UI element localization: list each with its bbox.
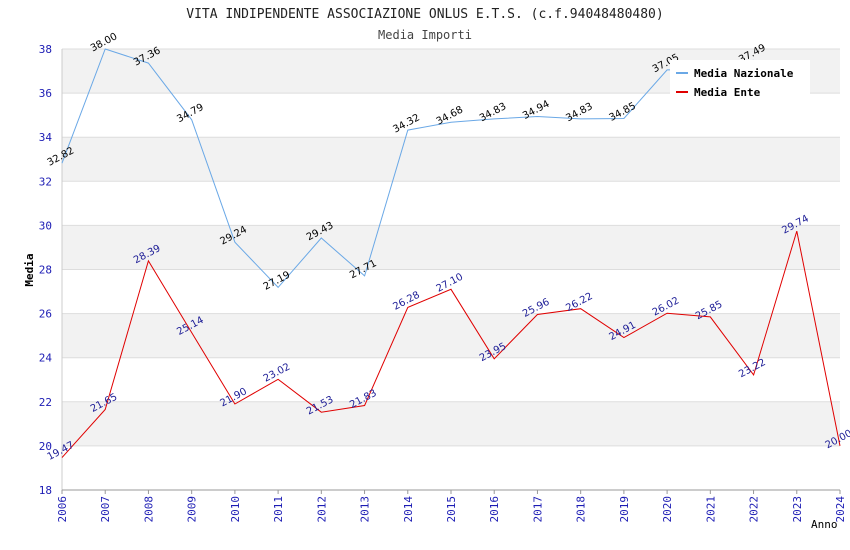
grid-band xyxy=(62,313,840,358)
x-tick-label: 2015 xyxy=(445,496,458,523)
x-tick-label: 2006 xyxy=(56,496,69,523)
data-label: 26.22 xyxy=(564,291,594,314)
x-tick-label: 2022 xyxy=(748,496,761,523)
y-tick-label: 24 xyxy=(39,352,53,365)
chart-subtitle: Media Importi xyxy=(378,28,472,42)
x-tick-label: 2020 xyxy=(661,496,674,523)
y-tick-label: 34 xyxy=(39,131,53,144)
data-label: 27.10 xyxy=(435,272,465,295)
y-tick-label: 18 xyxy=(39,484,52,497)
x-tick-label: 2007 xyxy=(99,496,112,523)
x-tick-label: 2019 xyxy=(618,496,631,523)
y-tick-label: 20 xyxy=(39,440,52,453)
data-label: 23.22 xyxy=(737,357,767,380)
series-line-1 xyxy=(61,230,841,458)
y-tick-label: 32 xyxy=(39,175,52,188)
grid-band xyxy=(62,225,840,270)
data-label: 34.32 xyxy=(391,112,421,135)
x-tick-label: 2016 xyxy=(488,496,501,523)
data-label: 34.83 xyxy=(478,101,508,124)
y-tick-label: 28 xyxy=(39,264,52,277)
y-tick-label: 36 xyxy=(39,87,52,100)
y-tick-label: 30 xyxy=(39,219,52,232)
legend-label: Media Nazionale xyxy=(694,67,794,80)
x-tick-label: 2018 xyxy=(575,496,588,523)
x-tick-label: 2023 xyxy=(791,496,804,523)
x-axis-label: Anno xyxy=(811,518,838,531)
data-label: 34.83 xyxy=(564,101,594,124)
x-tick-label: 2013 xyxy=(359,496,372,523)
grid-band xyxy=(62,401,840,446)
data-label: 23.02 xyxy=(262,362,292,385)
legend-box xyxy=(670,60,810,96)
x-tick-label: 2021 xyxy=(704,496,717,523)
x-tick-label: 2024 xyxy=(834,496,847,523)
chart-title: VITA INDIPENDENTE ASSOCIAZIONE ONLUS E.T… xyxy=(186,7,663,22)
y-tick-label: 22 xyxy=(39,396,52,409)
data-label: 27.19 xyxy=(262,270,292,293)
legend-label: Media Ente xyxy=(694,86,761,99)
data-label: 34.79 xyxy=(175,102,205,125)
x-tick-label: 2017 xyxy=(531,496,544,523)
x-tick-label: 2014 xyxy=(402,496,415,523)
x-tick-label: 2009 xyxy=(186,496,199,523)
data-label: 34.85 xyxy=(607,101,637,124)
series-line-0 xyxy=(61,48,754,289)
data-label: 34.94 xyxy=(521,99,551,122)
legend: Media Nazionale Media Ente xyxy=(670,60,810,99)
x-tick-label: 2011 xyxy=(272,496,285,523)
y-tick-label: 38 xyxy=(39,43,52,56)
grid-bands xyxy=(62,49,840,446)
y-tick-label: 26 xyxy=(39,308,52,321)
x-tick-label: 2012 xyxy=(315,496,328,523)
grid-band xyxy=(62,137,840,182)
series-lines xyxy=(61,48,841,458)
x-tick-label: 2008 xyxy=(142,496,155,523)
x-tick-label: 2010 xyxy=(229,496,242,523)
y-axis-label: Media xyxy=(23,253,36,286)
data-label: 34.68 xyxy=(435,104,465,127)
